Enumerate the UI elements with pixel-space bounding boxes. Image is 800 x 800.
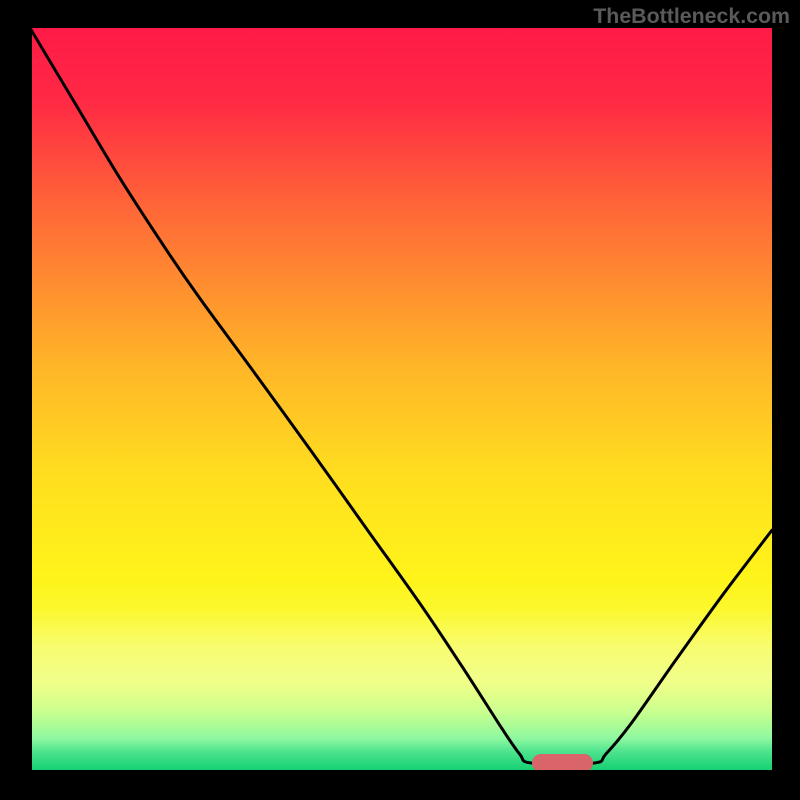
axis-left xyxy=(30,28,32,772)
plot-area xyxy=(30,28,772,772)
axis-bottom xyxy=(30,770,772,772)
bottleneck-curve xyxy=(30,28,772,772)
watermark-text: TheBottleneck.com xyxy=(593,4,790,29)
